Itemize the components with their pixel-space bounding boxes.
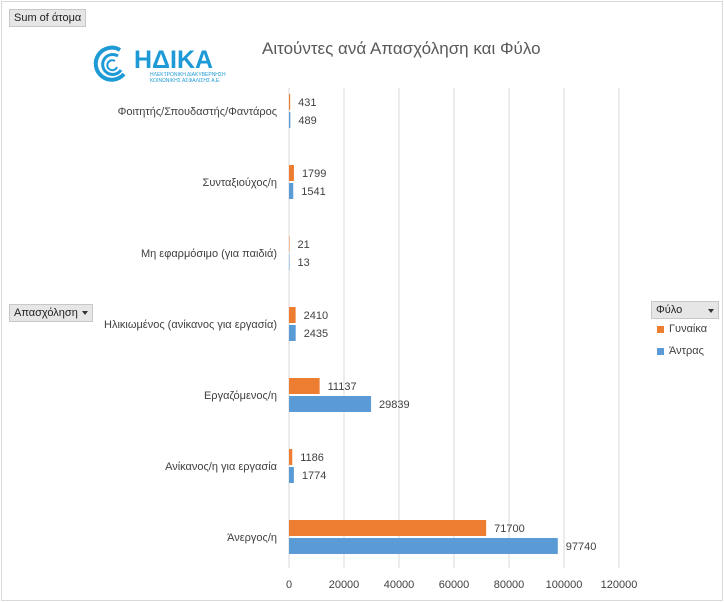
legend-item-women[interactable]: Γυναίκα [657, 323, 707, 335]
data-label-men: 489 [298, 115, 316, 127]
bar-women [289, 236, 290, 252]
data-label-women: 1186 [300, 452, 324, 464]
category-label: Μη εφαρμόσιμο (για παιδιά) [141, 248, 277, 260]
data-label-women: 431 [298, 97, 316, 109]
bar-women [289, 165, 294, 181]
bar-women [289, 94, 291, 110]
data-label-women: 2410 [304, 310, 328, 322]
legend-swatch-men [657, 347, 664, 355]
bar-women [289, 307, 296, 323]
axis-field-button[interactable]: Απασχόληση [9, 304, 93, 322]
chart-title: Αιτούντες ανά Απασχόληση και Φύλο [262, 39, 541, 58]
legend-field-button[interactable]: Φύλο [651, 301, 719, 319]
x-tick-label: 0 [286, 579, 292, 591]
data-label-women: 21 [298, 239, 310, 251]
category-label: Άνεργος/η [227, 532, 277, 544]
category-label: Συνταξιούχος/η [203, 177, 277, 189]
category-label: Ηλικιωμένος (ανίκανος για εργασία) [104, 319, 277, 331]
data-label-women: 1799 [302, 168, 326, 180]
x-tick-label: 40000 [384, 579, 415, 591]
logo-subtitle-1: ΗΛΕΚΤΡΟΝΙΚΗ ΔΙΑΚΥΒΕΡΝΗΣΗ [150, 72, 226, 78]
x-tick-label: 20000 [329, 579, 360, 591]
logo-name: ΗΔΙΚΑ [134, 46, 213, 74]
bar-women [289, 378, 320, 394]
bar-men [289, 183, 294, 199]
axis-field-label: Απασχόληση [14, 307, 78, 319]
data-label-women: 71700 [494, 523, 525, 535]
values-field-button[interactable]: Sum of άτομα [9, 9, 87, 27]
company-logo: ΗΔΙΚΑ ΗΛΕΚΤΡΟΝΙΚΗ ΔΙΑΚΥΒΕΡΝΗΣΗ ΚΟΙΝΩΝΙΚΗ… [93, 45, 226, 84]
legend-label-women: Γυναίκα [669, 323, 708, 335]
bar-men [289, 325, 296, 341]
logo-emblem-icon [93, 45, 126, 82]
bar-men [289, 254, 290, 270]
bar-men [289, 467, 294, 483]
x-tick-label: 80000 [494, 579, 525, 591]
category-label: Ανίκανος/η για εργασία [165, 461, 278, 473]
data-label-men: 29839 [379, 399, 410, 411]
bar-women [289, 449, 293, 465]
x-tick-label: 100000 [546, 579, 583, 591]
data-label-men: 13 [298, 257, 310, 269]
x-tick-label: 60000 [439, 579, 470, 591]
data-label-men: 1541 [301, 186, 325, 198]
category-label: Φοιτητής/Σπουδαστής/Φαντάρος [118, 106, 277, 118]
bar-men [289, 112, 291, 128]
data-label-women: 11137 [328, 381, 357, 393]
bar-men [289, 538, 558, 554]
data-label-men: 97740 [566, 541, 597, 553]
values-field-label: Sum of άτομα [14, 12, 82, 24]
x-tick-label: 120000 [601, 579, 638, 591]
legend-field-label: Φύλο [656, 304, 683, 316]
bar-men [289, 396, 372, 412]
category-label: Εργαζόμενος/η [204, 390, 277, 402]
logo-subtitle-2: ΚΟΙΝΩΝΙΚΗΣ ΑΣΦΑΛΙΣΗΣ Α.Ε. [150, 78, 221, 84]
data-label-men: 2435 [304, 328, 328, 340]
legend-swatch-women [657, 325, 664, 333]
chevron-down-icon[interactable] [708, 309, 714, 313]
bar-women [289, 520, 487, 536]
data-label-men: 1774 [302, 470, 326, 482]
legend-label-men: Άντρας [669, 345, 704, 357]
legend-item-men[interactable]: Άντρας [657, 345, 704, 357]
chevron-down-icon[interactable] [81, 311, 88, 316]
